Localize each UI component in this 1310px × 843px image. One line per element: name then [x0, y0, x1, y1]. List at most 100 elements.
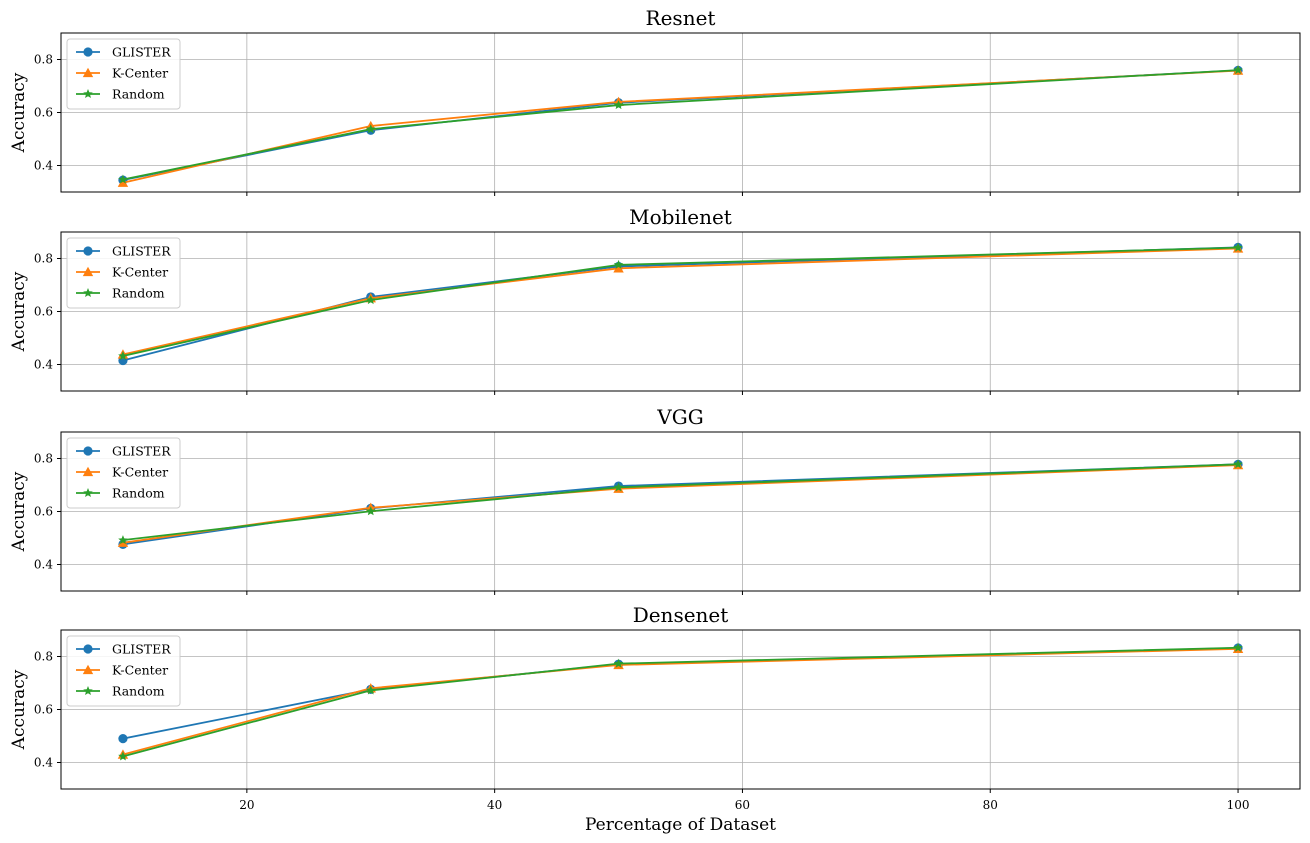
- legend-label: K-Center: [112, 66, 168, 81]
- subplot-vgg: VGG 0.4 0.6 0.8 Accuracy GLISTER K-Center Rando…: [9, 405, 1301, 595]
- legend-label: Random: [112, 87, 165, 102]
- y-axis-label: Accuracy: [9, 471, 29, 552]
- y-axis-label: Accuracy: [9, 271, 29, 352]
- plot-frame: [60, 231, 1301, 392]
- legend-marker: [83, 446, 93, 456]
- data-point: [1233, 642, 1243, 652]
- data-point: [365, 506, 376, 516]
- x-tick-label: 20: [239, 798, 254, 812]
- legend-marker: [82, 67, 94, 78]
- legend-marker: [83, 644, 93, 654]
- legend-label: K-Center: [112, 663, 168, 678]
- legend-marker: [82, 266, 94, 277]
- series-line: [122, 246, 1239, 362]
- legend-marker: [83, 47, 93, 57]
- data-point: [1233, 65, 1243, 75]
- series-line: [122, 69, 1239, 184]
- subplot-title: Mobilenet: [629, 205, 732, 229]
- series-random: [118, 65, 1243, 184]
- y-tick-label: 0.4: [34, 159, 53, 173]
- series-line: [122, 463, 1239, 546]
- legend-marker: [83, 488, 93, 498]
- y-axis-label: Accuracy: [9, 669, 29, 750]
- series-glister: [118, 643, 1243, 744]
- y-tick-label: 0.6: [34, 305, 53, 319]
- x-tick-label: 40: [487, 798, 502, 812]
- subplot-title: VGG: [656, 405, 703, 429]
- y-tick-label: 0.8: [34, 650, 53, 664]
- y-tick-label: 0.4: [34, 358, 53, 372]
- subplot-mobilenet: Mobilenet 0.4 0.6 0.8 Accuracy GLISTER K-Cente…: [9, 205, 1301, 395]
- legend-label: K-Center: [112, 265, 168, 280]
- data-point: [1233, 459, 1243, 469]
- subplot-title: Densenet: [633, 603, 729, 627]
- series-line: [122, 646, 1239, 758]
- legend-box: [66, 437, 181, 509]
- legend-marker: [83, 246, 93, 256]
- legend-label: GLISTER: [112, 444, 171, 459]
- data-point: [365, 685, 376, 695]
- legend-marker: [83, 686, 93, 696]
- legend-marker: [82, 466, 94, 477]
- x-tick-label: 100: [1227, 798, 1250, 812]
- data-point: [365, 295, 376, 305]
- y-tick-label: 0.6: [34, 505, 53, 519]
- y-tick-label: 0.8: [34, 252, 53, 266]
- plot-frame: [60, 629, 1301, 790]
- legend-box: [66, 635, 181, 707]
- data-point: [118, 174, 128, 184]
- x-tick-label: 80: [983, 798, 998, 812]
- legend-label: GLISTER: [112, 45, 171, 60]
- data-point: [118, 751, 128, 761]
- legend-marker: [83, 89, 93, 99]
- y-tick-label: 0.6: [34, 703, 53, 717]
- series-line: [122, 69, 1239, 181]
- series-line: [122, 647, 1239, 756]
- legend-marker: [83, 288, 93, 298]
- subplot-title: Resnet: [646, 6, 716, 30]
- data-point: [118, 351, 128, 361]
- legend-label: GLISTER: [112, 244, 171, 259]
- series-k-center: [117, 243, 1244, 359]
- series-glister: [118, 65, 1243, 185]
- plot-frame: [60, 431, 1301, 592]
- legend: GLISTER K-Center Random: [66, 635, 181, 707]
- data-point: [1233, 242, 1243, 252]
- series-line: [122, 464, 1239, 544]
- y-axis-label: Accuracy: [9, 72, 29, 153]
- series-random: [118, 242, 1243, 361]
- subplot-densenet: Densenet 20 40 60 80 100 0.4 0.6 0.8 Accuracy GLIS…: [9, 603, 1301, 835]
- x-tick-label: 60: [735, 798, 750, 812]
- legend-box: [66, 237, 181, 309]
- data-point: [613, 259, 624, 269]
- series-line: [122, 463, 1239, 542]
- legend-box: [66, 38, 181, 110]
- series-random: [118, 642, 1243, 761]
- series-glister: [118, 459, 1243, 549]
- legend-label: K-Center: [112, 465, 168, 480]
- legend-label: Random: [112, 286, 165, 301]
- y-tick-label: 0.6: [34, 106, 53, 120]
- series-glister: [118, 242, 1243, 366]
- plot-frame: [60, 32, 1301, 193]
- series-random: [118, 459, 1243, 545]
- legend: GLISTER K-Center Random: [66, 38, 181, 110]
- data-point: [613, 263, 624, 273]
- legend-label: Random: [112, 486, 165, 501]
- data-point: [613, 100, 624, 110]
- legend: GLISTER K-Center Random: [66, 237, 181, 309]
- legend: GLISTER K-Center Random: [66, 437, 181, 509]
- legend-label: Random: [112, 684, 165, 699]
- y-tick-label: 0.8: [34, 53, 53, 67]
- data-point: [117, 177, 129, 187]
- series-k-center: [117, 459, 1244, 547]
- series-line: [122, 246, 1239, 357]
- y-tick-label: 0.4: [34, 558, 53, 572]
- legend-label: GLISTER: [112, 642, 171, 657]
- series-k-center: [117, 643, 1244, 759]
- y-tick-label: 0.8: [34, 452, 53, 466]
- subplot-resnet: Resnet 0.4 0.6 0.8 Accuracy GLISTER K-Center Ra…: [9, 6, 1301, 196]
- legend-marker: [82, 664, 94, 675]
- series-line: [122, 69, 1239, 181]
